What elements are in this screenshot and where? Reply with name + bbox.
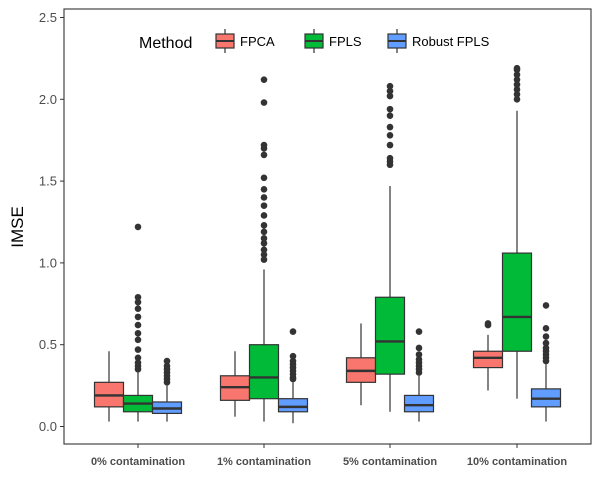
box-robust-fpls-5-contamination — [403, 328, 435, 422]
x-tick-label-1-contamination: 1% contamination — [217, 456, 311, 468]
outlier-point — [134, 346, 142, 353]
outlier-point — [134, 354, 142, 362]
outlier-point — [260, 76, 268, 83]
outlier-point — [134, 336, 142, 344]
legend-label-fpls: FPLS — [329, 34, 362, 49]
outlier-point — [260, 151, 268, 159]
outlier-point — [513, 91, 521, 98]
outlier-point — [260, 221, 268, 229]
outlier-point — [386, 141, 394, 149]
outlier-point — [289, 352, 297, 360]
outlier-point — [260, 202, 268, 209]
y-tick-label: 1.0 — [39, 255, 57, 270]
legend-key-fpca — [215, 29, 235, 53]
y-axis-title: IMSE — [8, 206, 27, 248]
outlier-point — [542, 325, 550, 332]
box-fpls-1-contamination — [248, 76, 280, 422]
box-fpls-0-contamination — [122, 223, 154, 422]
y-tick-label: 0.5 — [39, 337, 57, 352]
outlier-point — [134, 223, 142, 231]
outlier-point — [513, 64, 521, 72]
y-tick-label: 1.5 — [39, 174, 57, 189]
outlier-point — [386, 87, 394, 95]
outlier-point — [386, 92, 394, 100]
box-robust-fpls-1-contamination — [277, 328, 309, 424]
outlier-point — [163, 357, 171, 365]
outlier-point — [542, 333, 550, 340]
outlier-point — [415, 328, 423, 335]
legend-label-robust-fpls: Robust FPLS — [412, 34, 490, 49]
box-fpca-10-contamination — [472, 320, 504, 391]
box-fpls-5-contamination — [374, 82, 406, 412]
outlier-point — [260, 239, 268, 247]
outlier-point — [513, 86, 521, 93]
outlier-point — [513, 71, 521, 79]
x-tick-label-0-contamination: 0% contamination — [91, 456, 185, 468]
outlier-point — [542, 302, 550, 309]
outlier-point — [134, 321, 142, 329]
legend: Method FPCA FPLS Robust FPLS — [139, 29, 490, 53]
outlier-point — [260, 174, 268, 182]
outlier-point — [542, 344, 550, 352]
outlier-point — [260, 228, 268, 236]
outlier-point — [289, 328, 297, 335]
outlier-point — [484, 320, 492, 327]
outlier-point — [513, 96, 521, 103]
outlier-point — [386, 131, 394, 139]
outlier-point — [513, 76, 521, 83]
outlier-point — [386, 82, 394, 90]
box-body — [501, 252, 533, 352]
outlier-point — [386, 154, 394, 162]
legend-title: Method — [139, 35, 192, 52]
outlier-point — [415, 351, 423, 358]
y-tick-label: 0.0 — [39, 419, 57, 434]
box-fpca-1-contamination — [219, 351, 251, 417]
box-body — [248, 344, 280, 400]
outlier-point — [163, 362, 171, 370]
legend-label-fpca: FPCA — [240, 34, 275, 49]
outlier-point — [260, 194, 268, 201]
outlier-point — [134, 313, 142, 321]
outlier-point — [260, 212, 268, 219]
box-fpls-10-contamination — [501, 64, 533, 399]
outlier-point — [134, 293, 142, 301]
outlier-point — [260, 185, 268, 193]
legend-key-robust-fpls — [387, 29, 407, 53]
box-body — [374, 296, 406, 375]
outlier-point — [289, 357, 297, 365]
box-body — [277, 398, 309, 413]
outlier-point — [513, 81, 521, 88]
outlier-point — [260, 99, 268, 106]
x-tick-label-5-contamination: 5% contamination — [343, 456, 437, 468]
outlier-point — [415, 344, 423, 352]
plot-area: 0.0 0.5 1.0 1.5 2.0 2.5 0% contamination 1% con… — [39, 10, 567, 468]
outlier-point — [386, 105, 394, 113]
outlier-point — [260, 246, 268, 254]
y-tick-label: 2.5 — [39, 10, 57, 25]
box-robust-fpls-0-contamination — [151, 357, 183, 422]
legend-key-fpls — [304, 29, 324, 53]
plot-panel-border — [63, 8, 592, 445]
outlier-point — [134, 298, 142, 306]
outlier-point — [386, 123, 394, 131]
outlier-point — [134, 359, 142, 366]
outlier-point — [134, 305, 142, 313]
outlier-point — [260, 141, 268, 149]
box-body — [403, 394, 435, 413]
outlier-point — [260, 235, 268, 242]
box-robust-fpls-10-contamination — [530, 302, 562, 422]
x-tick-label-10-contamination: 10% contamination — [467, 456, 568, 468]
y-tick-label: 2.0 — [39, 92, 57, 107]
outlier-point — [386, 112, 394, 119]
outlier-point — [134, 329, 142, 337]
box-body — [472, 350, 504, 369]
outlier-point — [260, 251, 268, 259]
outlier-point — [542, 339, 550, 347]
outlier-point — [260, 256, 268, 263]
box-fpca-0-contamination — [93, 351, 125, 422]
outlier-point — [415, 356, 423, 363]
